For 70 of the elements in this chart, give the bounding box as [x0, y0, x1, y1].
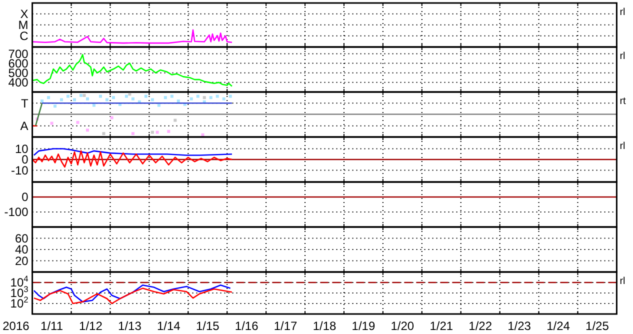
point: [86, 128, 89, 132]
point: [54, 104, 57, 108]
point: [112, 96, 115, 100]
point: [209, 96, 212, 100]
x-tick-label: 1/24: [546, 319, 570, 333]
point: [202, 96, 206, 100]
line-series: [32, 54, 233, 87]
point: [110, 116, 114, 120]
x-tick-label: 1/13: [118, 319, 142, 333]
point: [40, 100, 44, 102]
x-axis-title: 2016: [2, 319, 30, 333]
point: [150, 98, 154, 102]
point: [82, 94, 86, 97]
point: [73, 98, 76, 102]
x-tick-label: 1/21: [430, 319, 454, 333]
x-tick-label: 1/20: [390, 319, 414, 333]
point: [80, 94, 82, 97]
point: [144, 94, 148, 98]
point: [157, 104, 160, 107]
point: [86, 97, 89, 100]
point: [196, 94, 200, 98]
point: [150, 130, 154, 134]
point: [102, 132, 106, 136]
line-series: [33, 288, 233, 304]
point: [76, 120, 80, 124]
point: [228, 94, 232, 98]
point: [124, 94, 128, 98]
x-tick-label: 1/22: [468, 319, 492, 333]
point: [105, 98, 108, 102]
y-tick-label: -100: [4, 205, 29, 220]
point: [190, 97, 193, 100]
text: rl: [620, 276, 626, 287]
x-tick-label: 1/19: [352, 319, 376, 333]
text: rt: [620, 96, 626, 107]
x-tick-label: 1/16: [234, 319, 259, 333]
y-tick-label: 0: [22, 190, 29, 204]
x-tick-label: 1/14: [156, 319, 181, 333]
line-series: [33, 148, 233, 156]
y-tick-label: 60: [14, 231, 29, 246]
x-tick-label: 1/17: [274, 319, 298, 333]
text: rl: [620, 51, 626, 62]
point: [66, 94, 70, 98]
x-tick-label: 1/12: [79, 319, 103, 333]
ref-line-label: A: [20, 119, 28, 134]
x-tick-label: 1/23: [508, 319, 532, 333]
point: [170, 94, 174, 98]
point: [156, 130, 159, 134]
point: [222, 97, 226, 100]
x-tick-label: 1/15: [196, 319, 220, 333]
point: [164, 96, 167, 100]
x-tick-label: 1/25: [586, 319, 610, 333]
ref-line-label: T: [20, 96, 29, 110]
point: [47, 96, 50, 100]
point: [201, 133, 204, 136]
line-series: [33, 284, 231, 302]
x-tick-label: 1/11: [40, 319, 64, 333]
point: [216, 94, 219, 98]
point: [92, 104, 96, 107]
point: [174, 118, 177, 122]
text: rl: [620, 141, 626, 152]
point: [98, 94, 102, 98]
x-tick-label: 1/18: [312, 319, 336, 333]
point: [131, 132, 134, 136]
line-series: [32, 150, 233, 168]
point: [50, 122, 54, 125]
point: [167, 130, 170, 133]
point: [60, 98, 64, 102]
point: [176, 100, 180, 102]
text: rl: [620, 7, 626, 18]
point: [131, 97, 134, 100]
